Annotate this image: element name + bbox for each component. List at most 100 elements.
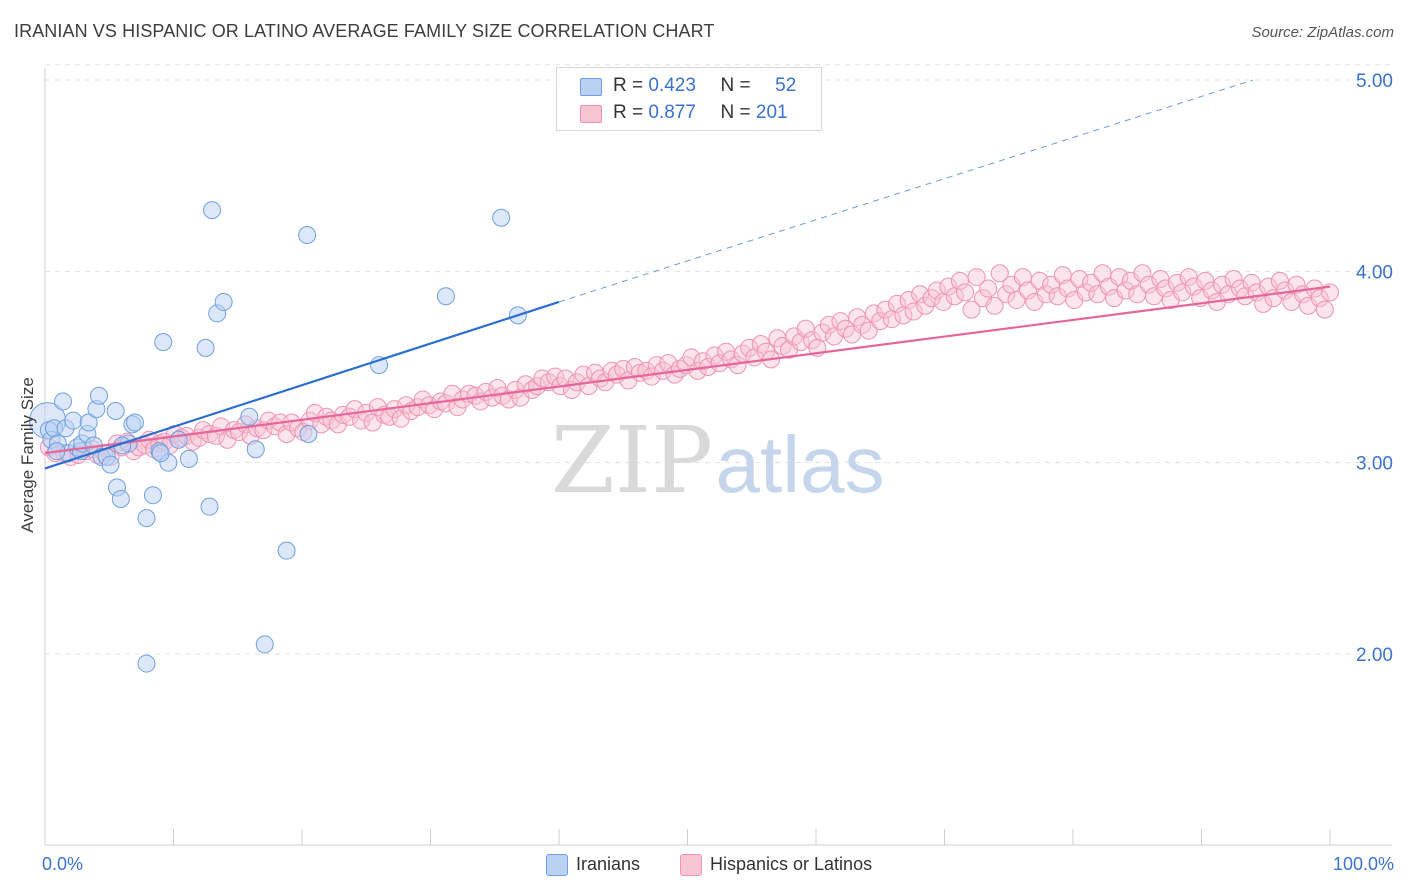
hispanic-point: [1048, 287, 1067, 306]
iranians-swatch: [580, 78, 602, 96]
iranian-point: [277, 541, 296, 560]
n-value-iranians: 52: [775, 75, 797, 96]
hispanic-point: [899, 291, 918, 310]
hispanic-point: [1037, 285, 1056, 304]
iranian-point: [240, 407, 259, 426]
hispanic-point: [1081, 273, 1100, 292]
chart-title: IRANIAN VS HISPANIC OR LATINO AVERAGE FA…: [14, 21, 715, 41]
hispanic-point: [1213, 275, 1232, 294]
x-tick-label-max: 100.0%: [1333, 854, 1394, 874]
iranian-point: [154, 333, 173, 352]
y-tick-label: 2.00: [1356, 645, 1393, 666]
hispanic-point: [1310, 289, 1329, 308]
hispanic-point: [904, 302, 923, 321]
iranian-points: [29, 201, 527, 673]
hispanic-point: [1019, 281, 1038, 300]
hispanic-point: [927, 281, 946, 300]
iranian-point: [151, 444, 170, 463]
hispanic-point: [997, 285, 1016, 304]
hispanic-point: [950, 271, 969, 290]
hispanic-point: [740, 338, 759, 357]
hispanic-point: [1270, 271, 1289, 290]
hispanic-point: [876, 300, 895, 319]
hispanic-point: [1007, 291, 1026, 310]
trend-lines: [44, 79, 1331, 470]
hispanic-point: [1184, 277, 1203, 296]
source-label: Source: ZipAtlas.com: [1251, 24, 1394, 41]
hispanic-point: [391, 409, 410, 428]
n-value-hispanic: 201: [755, 102, 788, 123]
hispanic-point: [939, 277, 958, 296]
r-value-hispanic: 0.877: [648, 102, 696, 123]
iranian-point: [53, 392, 72, 411]
iranian-point: [179, 449, 198, 468]
hispanic-point: [911, 285, 930, 304]
hispanic-point: [916, 296, 935, 315]
hispanic-point: [1196, 271, 1215, 290]
hispanic-point: [967, 268, 986, 287]
axes: [44, 68, 1392, 846]
hispanic-point: [499, 390, 518, 409]
hispanic-point: [871, 312, 890, 331]
hispanic-point: [1315, 300, 1334, 319]
iranian-point: [298, 225, 317, 244]
r-value-iranians: 0.423: [648, 75, 696, 96]
hispanic-point: [1116, 281, 1135, 300]
iranian-point: [79, 413, 98, 432]
iranian-point: [196, 338, 215, 357]
hispanic-point: [859, 321, 878, 340]
iranian-point: [255, 635, 274, 654]
watermark-atlas: atlas: [716, 420, 885, 509]
iranian-point: [492, 208, 511, 227]
y-tick-label: 4.00: [1356, 262, 1393, 283]
iranian-trend-line: [44, 300, 560, 470]
hispanic-point: [625, 358, 644, 376]
hispanic-point: [791, 333, 810, 352]
hispanic-point: [1287, 275, 1306, 294]
iranian-point: [101, 455, 120, 474]
iranian-point: [214, 292, 233, 311]
r-label: R =: [613, 102, 644, 123]
iranian-point: [106, 402, 125, 421]
hispanic-point: [1242, 273, 1261, 292]
hispanic-point: [1139, 275, 1158, 294]
hispanic-point: [1013, 268, 1032, 287]
iranian-point: [137, 509, 156, 528]
iranian-point: [125, 413, 144, 432]
iranian-point: [169, 430, 188, 449]
hispanic-point: [556, 369, 575, 388]
iranians-legend-swatch: [546, 854, 568, 876]
hispanic-point: [1173, 283, 1192, 302]
hispanic-point: [1224, 269, 1243, 288]
iranian-point: [299, 424, 318, 443]
watermark-zip: ZIP: [551, 407, 713, 514]
hispanic-point: [956, 283, 975, 302]
hispanic-point: [1156, 279, 1175, 298]
legend-label-hispanic: Hispanics or Latinos: [710, 854, 873, 874]
hispanic-point: [425, 400, 444, 419]
hispanic-point: [1168, 273, 1187, 292]
hispanic-point: [819, 315, 838, 334]
hispanic-point: [887, 294, 906, 313]
hispanic-point: [990, 264, 1009, 283]
hispanic-point: [796, 319, 815, 338]
hispanic-point: [1202, 281, 1221, 300]
hispanic-swatch: [580, 105, 602, 123]
n-label: N =: [720, 75, 751, 96]
hispanic-point: [979, 279, 998, 298]
hispanic-point: [1151, 269, 1170, 288]
hispanic-point: [985, 296, 1004, 315]
legend-label-iranians: Iranians: [576, 854, 641, 874]
hispanic-trend-line: [44, 285, 1331, 455]
hispanic-point: [1058, 279, 1077, 298]
iranian-point: [89, 386, 108, 405]
hispanic-legend-swatch: [680, 854, 702, 876]
hispanic-point: [864, 304, 883, 323]
hispanic-point: [1076, 283, 1095, 302]
iranian-point: [143, 486, 162, 505]
iranian-point: [246, 440, 265, 459]
y-tick-labels: 2.00 3.00 4.00 5.00: [1356, 71, 1393, 666]
hispanic-point: [962, 300, 981, 319]
hispanic-point: [813, 323, 832, 342]
iranian-point: [200, 497, 219, 516]
